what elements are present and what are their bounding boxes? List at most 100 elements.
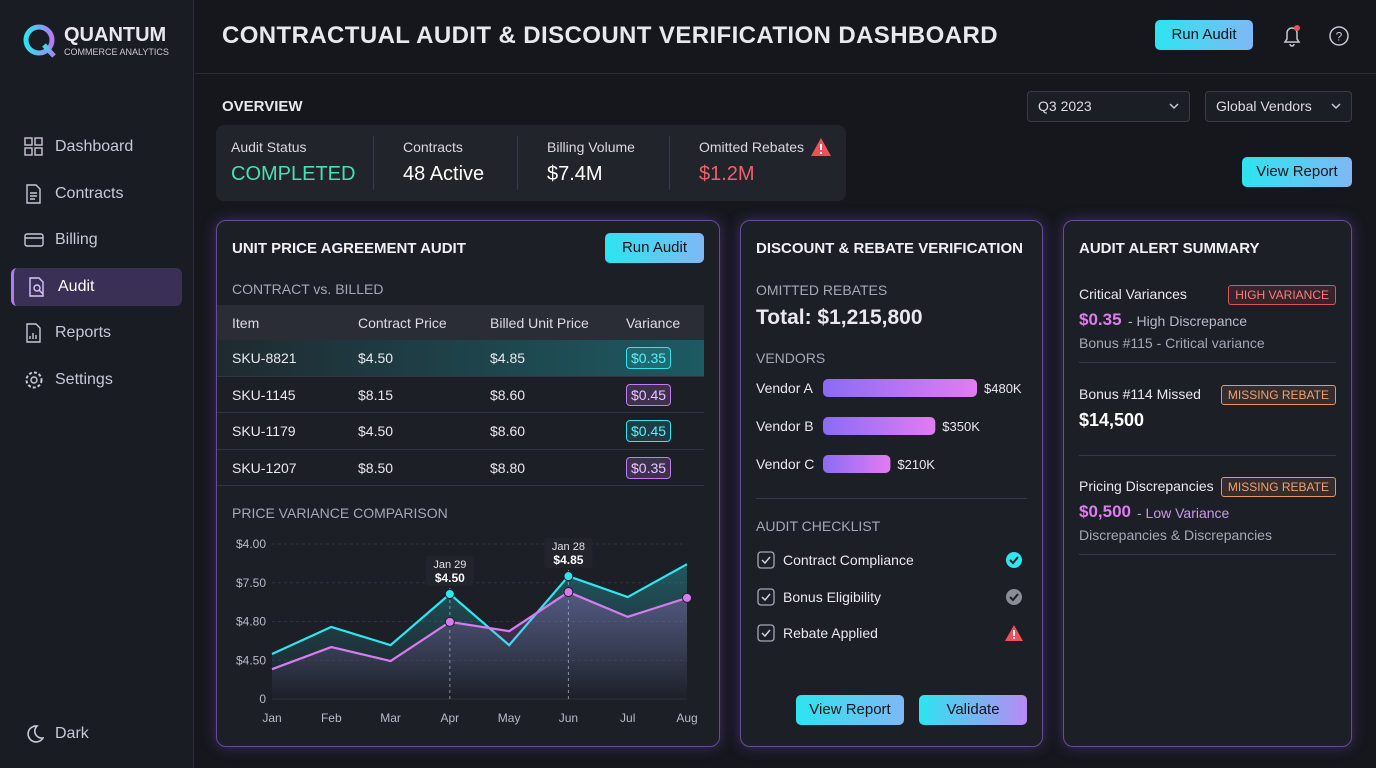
alert-title: Pricing Discrepancies [1079, 478, 1214, 494]
alert-tag: MISSING REBATE [1220, 477, 1336, 497]
alert-amount: $14,500 [1079, 410, 1145, 430]
stat-divider [669, 136, 670, 190]
nav-item[interactable]: Billing [11, 221, 182, 259]
run-audit-button[interactable]: Run Audit [1155, 20, 1253, 50]
divider [1079, 554, 1336, 555]
vendor-bar [823, 379, 977, 397]
vendor-bar [823, 455, 891, 473]
page-title: CONTRACTUAL AUDIT & DISCOUNT VERIFICATIO… [222, 22, 998, 49]
stat-divider [517, 136, 518, 190]
point [563, 571, 574, 582]
alert-title: Bonus #114 Missed [1079, 386, 1201, 402]
status-icon [1006, 588, 1022, 605]
checkbox [757, 624, 775, 642]
area [272, 592, 687, 699]
period-filter[interactable]: Q3 2023 [1027, 91, 1190, 122]
y-tick-label: $4.80 [236, 615, 266, 629]
section-label: OMITTED REBATES [756, 282, 888, 298]
table-cell: $4.50 [358, 423, 394, 439]
variance-badge: $0.45 [626, 383, 672, 406]
x-tick-label: May [498, 711, 521, 725]
section-label: VENDORS [756, 350, 826, 366]
table-cell: SKU-8821 [232, 350, 297, 366]
vendor-bar [823, 417, 936, 435]
line [271, 563, 688, 656]
svg-text:?: ? [1336, 30, 1343, 44]
annotation-date: Jan 28 [552, 541, 585, 553]
table-header: Contract Price [358, 315, 447, 331]
nav-item[interactable]: Reports [11, 314, 182, 352]
theme-toggle[interactable]: Dark [55, 725, 89, 742]
alerts-panel [1063, 220, 1352, 747]
panel-title: AUDIT ALERT SUMMARY [1079, 240, 1260, 257]
table-cell: $8.15 [358, 386, 394, 403]
table-cell: $4.50 [358, 350, 394, 366]
y-tick-label: $4.00 [236, 537, 266, 551]
point [682, 592, 692, 603]
vendor-value: $210K [897, 457, 935, 472]
divider [1079, 455, 1336, 456]
table-row [217, 340, 704, 377]
nav-label: Contracts [55, 184, 124, 202]
table-cell: $8.50 [358, 459, 394, 476]
stat-label: Contracts [403, 139, 463, 155]
nav-item[interactable]: Settings [11, 361, 182, 399]
vendor-filter-text: Global Vendors [1216, 98, 1312, 114]
panel-title: DISCOUNT & REBATE VERIFICATION [756, 240, 1023, 257]
table-row [217, 413, 704, 450]
table-header: Billed Unit Price [490, 315, 589, 331]
x-tick-label: Jan [262, 711, 281, 725]
section-label: AUDIT CHECKLIST [756, 518, 881, 534]
stat-divider [373, 136, 374, 190]
status-icon [1006, 552, 1022, 568]
nav-item[interactable]: Contracts [11, 175, 182, 213]
table-cell: SKU-1179 [232, 423, 296, 439]
discount-panel [740, 220, 1043, 747]
x-tick-label: Apr [441, 711, 460, 725]
alert-detail: Discrepancies & Discrepancies [1079, 527, 1272, 543]
checkbox [757, 587, 775, 606]
notification-bell[interactable] [1281, 24, 1303, 48]
point [444, 588, 455, 599]
view-report-button[interactable]: View Report [796, 695, 904, 725]
y-tick-label: $4.50 [236, 653, 266, 667]
nav-label: Billing [55, 231, 98, 249]
point [563, 587, 574, 598]
table-cell: SKU-1207 [232, 459, 297, 476]
vendor-value: $480K [984, 381, 1022, 396]
annotation-box [544, 538, 593, 568]
sidebar [0, 0, 194, 768]
brand-tagline: COMMERCE ANALYTICS [64, 47, 169, 57]
table-cell: SKU-1145 [232, 386, 296, 403]
help-icon[interactable]: ? [1328, 25, 1350, 47]
alert-tag: HIGH VARIANCE [1228, 285, 1336, 305]
stats-panel [216, 125, 846, 201]
stat-value: COMPLETED [231, 163, 356, 185]
divider [1079, 362, 1336, 363]
table-cell: $4.85 [490, 350, 526, 366]
annotation-box [425, 556, 474, 586]
stat-label: Billing Volume [547, 139, 635, 155]
table-row [217, 450, 704, 486]
nav-item[interactable]: Audit [11, 267, 182, 306]
alert-detail: Bonus #115 - Critical variance [1079, 335, 1265, 351]
nav-label: Dashboard [55, 138, 134, 155]
vendor-label: Vendor C [756, 456, 814, 472]
table-header: Variance [626, 315, 681, 331]
nav-label: Reports [55, 324, 112, 342]
logo-icon [23, 24, 56, 58]
x-tick-label: Aug [676, 711, 697, 725]
validate-button[interactable]: Validate [919, 695, 1027, 725]
table-cell: $8.80 [490, 459, 526, 476]
variance-badge: $0.45 [626, 420, 672, 442]
y-tick-label: $7.50 [236, 576, 266, 590]
panel-run-audit-button[interactable]: Run Audit [605, 233, 704, 263]
x-tick-label: Feb [321, 711, 342, 725]
vendor-filter[interactable]: Global Vendors [1205, 91, 1352, 122]
line [271, 590, 688, 671]
nav-label: Audit [58, 277, 95, 295]
view-report-button[interactable]: View Report [1242, 157, 1352, 187]
omitted-total: Total: $1,215,800 [756, 306, 923, 329]
nav-item[interactable]: Dashboard [11, 128, 182, 166]
